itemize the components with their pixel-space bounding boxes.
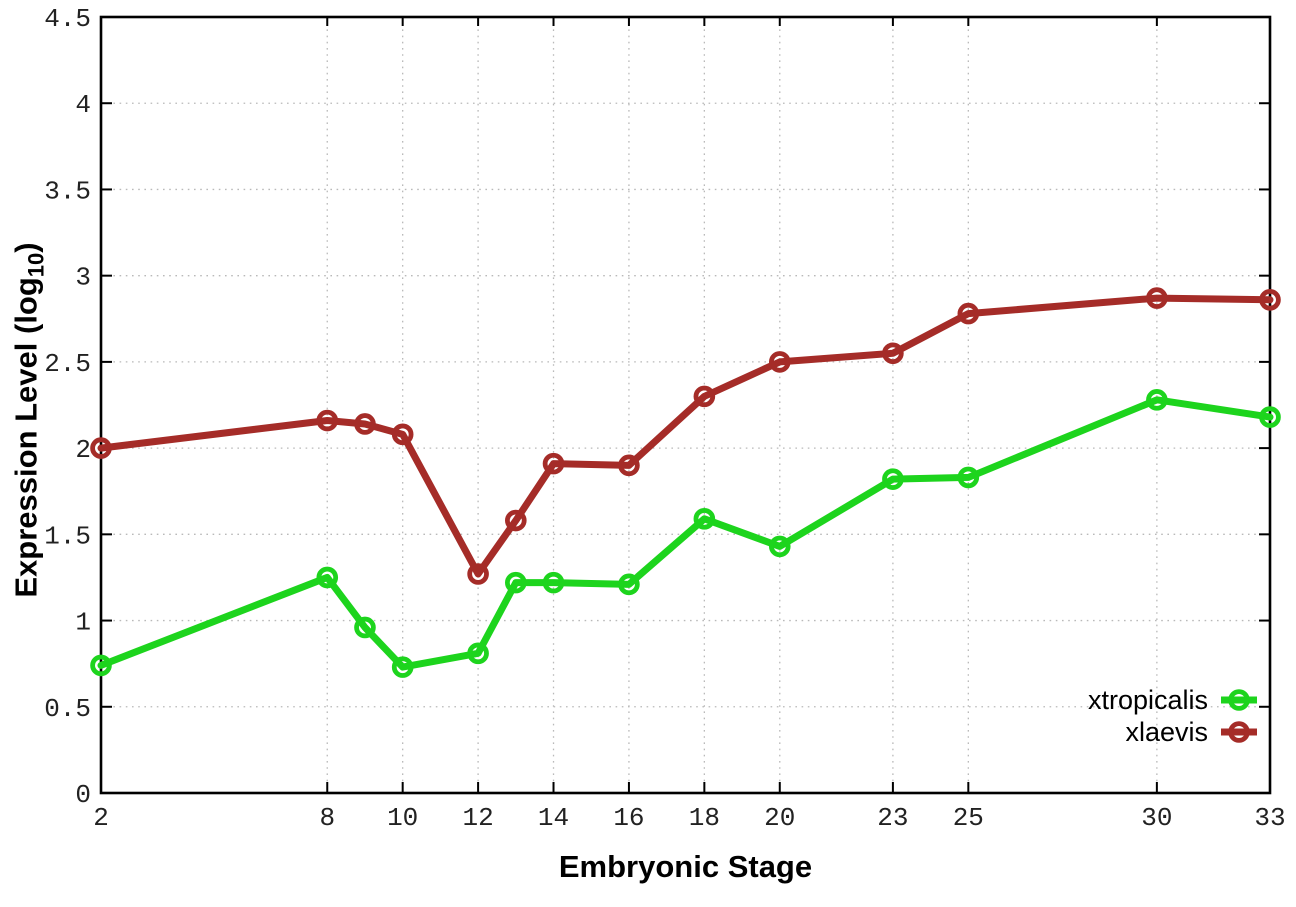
data-point-xlaevis: [505, 509, 527, 532]
data-point-xlaevis: [467, 563, 489, 585]
data-point-xlaevis: [542, 452, 565, 475]
y-tick-label: 2.5: [44, 349, 91, 379]
data-point-xlaevis: [882, 342, 904, 365]
data-point-xtropicalis: [505, 571, 527, 594]
y-tick-label: 4: [75, 90, 91, 120]
data-point-xlaevis: [391, 423, 414, 446]
data-point-xlaevis: [90, 437, 112, 459]
data-point-xtropicalis: [90, 654, 112, 677]
series-line-xtropicalis: [97, 396, 1274, 671]
data-point-xlaevis: [618, 454, 640, 477]
x-tick-label: 2: [93, 803, 109, 833]
y-tick-label: 2: [75, 435, 91, 465]
x-tick-label: 8: [319, 803, 335, 833]
data-point-xtropicalis: [467, 642, 489, 665]
data-point-xtropicalis: [882, 468, 904, 490]
y-tick-label: 0: [75, 780, 91, 810]
data-point-xtropicalis: [1146, 389, 1168, 411]
x-tick-label: 20: [764, 803, 795, 833]
x-tick-label: 12: [462, 803, 493, 833]
legend-marker-xlaevis: [1228, 721, 1250, 743]
x-tick-label: 23: [877, 803, 908, 833]
y-axis-title-text: Expression Level (log: [8, 277, 44, 598]
y-tick-label: 1.5: [44, 521, 91, 551]
y-tick-label: 3: [75, 263, 91, 293]
y-tick-label: 4.5: [44, 4, 91, 34]
data-point-xlaevis: [768, 351, 791, 373]
legend-marker-xtropicalis: [1228, 689, 1250, 711]
legend-label-xlaevis: xlaevis: [1125, 717, 1208, 747]
data-point-xtropicalis: [391, 656, 414, 678]
y-axis-title: Expression Level (log10): [8, 242, 49, 597]
x-tick-label: 14: [538, 803, 569, 833]
x-tick-label: 10: [387, 803, 418, 833]
x-tick-label: 25: [953, 803, 984, 833]
data-point-xtropicalis: [542, 571, 565, 594]
data-point-xtropicalis: [693, 508, 716, 530]
data-point-xlaevis: [354, 413, 376, 435]
x-tick-label: 30: [1141, 803, 1172, 833]
y-tick-label: 3.5: [44, 176, 91, 206]
data-point-xlaevis: [957, 302, 980, 325]
data-point-xtropicalis: [316, 566, 339, 589]
y-axis-title-subscript: 10: [23, 252, 49, 278]
legend-label-xtropicalis: xtropicalis: [1088, 685, 1208, 715]
data-point-xtropicalis: [1259, 406, 1281, 428]
x-axis-title: Embryonic Stage: [558, 849, 813, 884]
data-point-xtropicalis: [354, 616, 376, 639]
data-point-xlaevis: [693, 385, 716, 408]
x-tick-label: 16: [613, 803, 644, 833]
data-point-xlaevis: [1259, 289, 1281, 311]
x-tick-label: 33: [1254, 803, 1285, 833]
y-axis-title-close: ): [8, 242, 44, 253]
plot-border: [99, 15, 1272, 795]
data-point-xtropicalis: [957, 466, 980, 489]
y-tick-label: 1: [75, 608, 91, 638]
data-point-xtropicalis: [768, 535, 791, 558]
data-point-xtropicalis: [618, 573, 640, 596]
y-tick-label: 0.5: [44, 694, 91, 724]
data-point-xlaevis: [316, 409, 339, 432]
data-point-xlaevis: [1146, 287, 1168, 309]
x-tick-label: 18: [689, 803, 720, 833]
